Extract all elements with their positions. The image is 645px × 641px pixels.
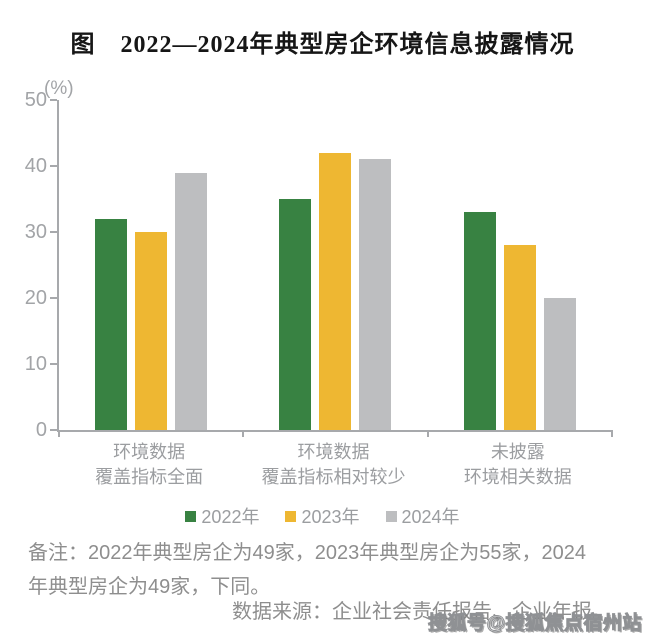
y-axis-tick [50, 231, 57, 233]
y-tick-label: 50 [24, 89, 47, 111]
bar-series0-cat1 [279, 199, 312, 430]
x-category-label-2: 未披露 环境相关数据 [463, 442, 572, 487]
x-axis-labels: 环境数据 覆盖指标全面 环境数据 覆盖指标相对较少 未披露 环境相关数据 [57, 440, 610, 490]
bar-series2-cat0 [175, 172, 208, 430]
x-category-label-1: 环境数据 覆盖指标相对较少 [261, 442, 406, 487]
bar-group-2 [428, 100, 612, 430]
y-axis-tick [50, 165, 57, 167]
legend-item-2: 2024年 [385, 503, 460, 529]
y-tick-label: 30 [24, 221, 47, 243]
y-axis-tick [50, 429, 57, 431]
y-tick-label: 0 [35, 419, 47, 441]
legend-item-0: 2022年 [185, 503, 259, 529]
x-axis-tick [426, 430, 429, 437]
y-axis-tick [50, 297, 57, 299]
legend-item-1: 2023年 [285, 503, 360, 529]
y-axis-tick [50, 99, 57, 101]
legend: 2022年 2023年 2024年 [0, 503, 645, 529]
legend-label: 2024年 [401, 507, 460, 527]
legend-swatch-icon [285, 510, 297, 522]
legend-label: 2022年 [201, 507, 260, 527]
y-axis-tick [50, 363, 57, 365]
x-axis-tick [58, 430, 60, 437]
bar-series1-cat1 [319, 152, 352, 430]
bar-series0-cat0 [95, 218, 128, 430]
legend-swatch-icon [385, 510, 397, 522]
bar-series1-cat2 [503, 245, 536, 430]
x-category-label-0: 环境数据 覆盖指标全面 [95, 442, 204, 487]
chart-title: 图 2022—2024年典型房企环境信息披露情况 [70, 32, 575, 58]
bar-groups [59, 100, 612, 430]
legend-label: 2023年 [301, 507, 360, 527]
x-axis-tick [242, 430, 245, 437]
plot-area: 0 10 20 30 40 50 [25, 89, 613, 441]
bar-series2-cat1 [359, 159, 392, 430]
y-tick-label: 10 [24, 353, 47, 375]
bar-series0-cat2 [463, 212, 496, 430]
bar-group-1 [243, 100, 427, 430]
data-source-note: 数据来源：企业社会责任报告、企业年报。 [232, 601, 612, 623]
legend-swatch-icon [185, 510, 197, 522]
bar-group-0 [59, 100, 243, 430]
x-axis-tick [611, 430, 613, 437]
bar-series2-cat2 [543, 298, 576, 430]
y-tick-label: 20 [24, 287, 47, 309]
watermark: 搜狐号@搜狐焦点宿州站 [427, 613, 642, 635]
bar-series1-cat0 [135, 232, 168, 430]
remark-note: 备注：2022年典型房企为49家，2023年典型房企为55家，2024 年典型房… [28, 542, 586, 598]
y-tick-label: 40 [24, 155, 47, 177]
y-axis-unit-label: (%) [44, 78, 74, 99]
